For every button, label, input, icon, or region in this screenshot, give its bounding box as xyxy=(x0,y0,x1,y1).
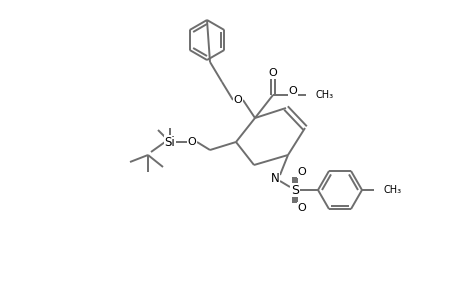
Text: O: O xyxy=(288,86,297,96)
Text: O: O xyxy=(268,68,277,78)
Text: N: N xyxy=(270,172,279,184)
Text: O: O xyxy=(187,137,196,147)
Text: CH₃: CH₃ xyxy=(315,90,333,100)
Text: Si: Si xyxy=(164,136,175,148)
Text: O: O xyxy=(297,167,306,177)
Text: CH₃: CH₃ xyxy=(383,185,401,195)
Text: O: O xyxy=(233,95,242,105)
Text: S: S xyxy=(291,184,298,196)
Text: O: O xyxy=(297,203,306,213)
